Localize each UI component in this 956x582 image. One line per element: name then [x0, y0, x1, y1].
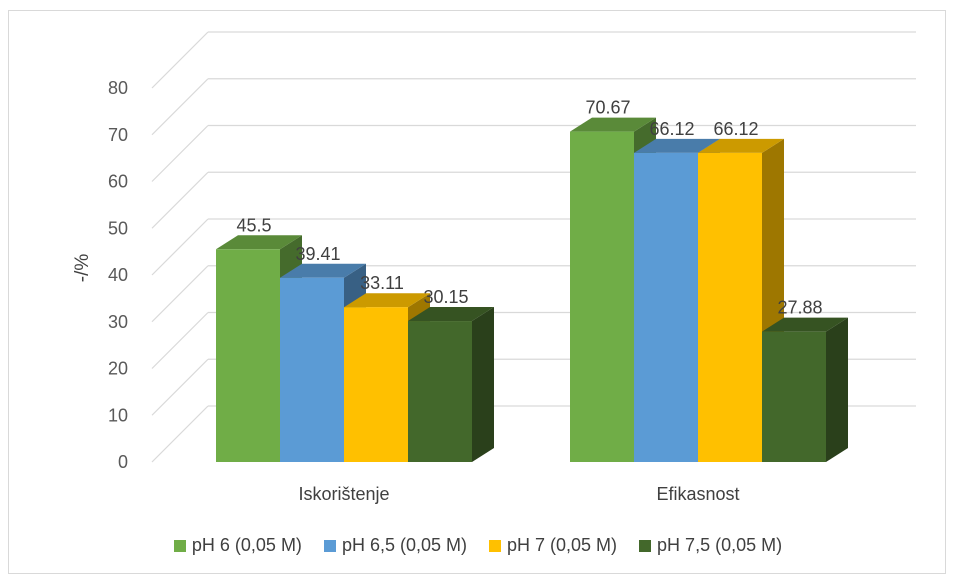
category-label: Efikasnost: [656, 484, 739, 504]
data-label: 33.11: [360, 273, 404, 293]
gridline-diagonal: [151, 265, 209, 323]
y-tick-label: 40: [108, 265, 128, 285]
gridline-diagonal: [151, 218, 209, 276]
bar-top-face: [344, 293, 430, 308]
bar: [698, 138, 784, 462]
gridline-diagonal: [151, 312, 209, 369]
bar-top-face: [570, 117, 656, 132]
chart-area: [8, 10, 946, 574]
gridline-diagonal: [151, 358, 209, 416]
data-label: 45.5: [236, 215, 271, 235]
bar-front-face: [762, 331, 826, 462]
y-tick-label: 30: [108, 312, 128, 332]
data-label: 27.88: [777, 298, 822, 318]
bars: [216, 117, 848, 463]
legend-swatch: [489, 539, 501, 552]
bar-front-face: [698, 152, 762, 462]
y-tick-label: 0: [118, 452, 128, 472]
legend-item: pH 7,5 (0,05 M): [639, 535, 782, 556]
bar-side-face: [472, 307, 494, 462]
legend-swatch: [639, 539, 652, 552]
bar-top-face: [216, 235, 302, 250]
bar-top-face: [408, 307, 494, 322]
y-tick-labels: 0 10 20 30 40 50 60 70 80: [108, 78, 128, 472]
bar: [762, 317, 848, 462]
legend-item: pH 7 (0,05 M): [489, 535, 617, 556]
data-label: 66.12: [649, 119, 694, 139]
bar-top-face: [280, 263, 366, 278]
gridline-diagonal: [151, 125, 209, 182]
legend-label: pH 6 (0,05 M): [191, 535, 302, 555]
data-labels: 45.5 39.41 33.11 30.15 70.67 66.12 66.12 27.88: [236, 98, 822, 318]
bar-front-face: [344, 307, 408, 462]
legend-swatch: [323, 539, 336, 552]
category-labels: Iskorištenje Efikasnost: [298, 484, 739, 504]
bar-top-face: [762, 317, 848, 332]
bar-front-face: [216, 249, 280, 462]
y-tick-label: 50: [108, 218, 128, 238]
legend-label: pH 7,5 (0,05 M): [657, 535, 783, 555]
data-label: 39.41: [295, 244, 340, 264]
category-label: Iskorištenje: [298, 484, 389, 504]
legend-item: pH 6 (0,05 M): [173, 535, 302, 556]
gridline-diagonal: [151, 78, 209, 136]
legend-item: pH 6,5 (0,05 M): [323, 535, 467, 556]
bar-top-face: [698, 138, 784, 153]
y-tick-label: 60: [108, 172, 128, 192]
y-axis-title: -/%: [72, 254, 93, 283]
legend-swatch: [173, 539, 186, 552]
gridline-diagonal: [151, 405, 209, 463]
bar-front-face: [570, 131, 634, 463]
bar-side-face: [826, 317, 848, 462]
y-tick-label: 80: [108, 78, 128, 98]
gridline-diagonal: [151, 171, 209, 229]
bar-front-face: [408, 321, 472, 462]
y-tick-label: 20: [108, 359, 128, 379]
data-label: 70.67: [585, 98, 630, 118]
data-label: 66.12: [713, 119, 758, 139]
bar-top-face: [634, 138, 720, 153]
legend-label: pH 7 (0,05 M): [507, 535, 618, 555]
y-tick-label: 70: [108, 125, 128, 145]
y-tick-label: 10: [108, 405, 128, 425]
bar-front-face: [280, 277, 344, 462]
gridline-diagonal: [151, 31, 209, 89]
bar-front-face: [634, 152, 698, 462]
legend: pH 6 (0,05 M) pH 6,5 (0,05 M) pH 7 (0,05 M…: [0, 535, 956, 556]
legend-label: pH 6,5 (0,05 M): [341, 535, 467, 555]
bar: [408, 307, 494, 462]
data-label: 30.15: [423, 287, 468, 307]
